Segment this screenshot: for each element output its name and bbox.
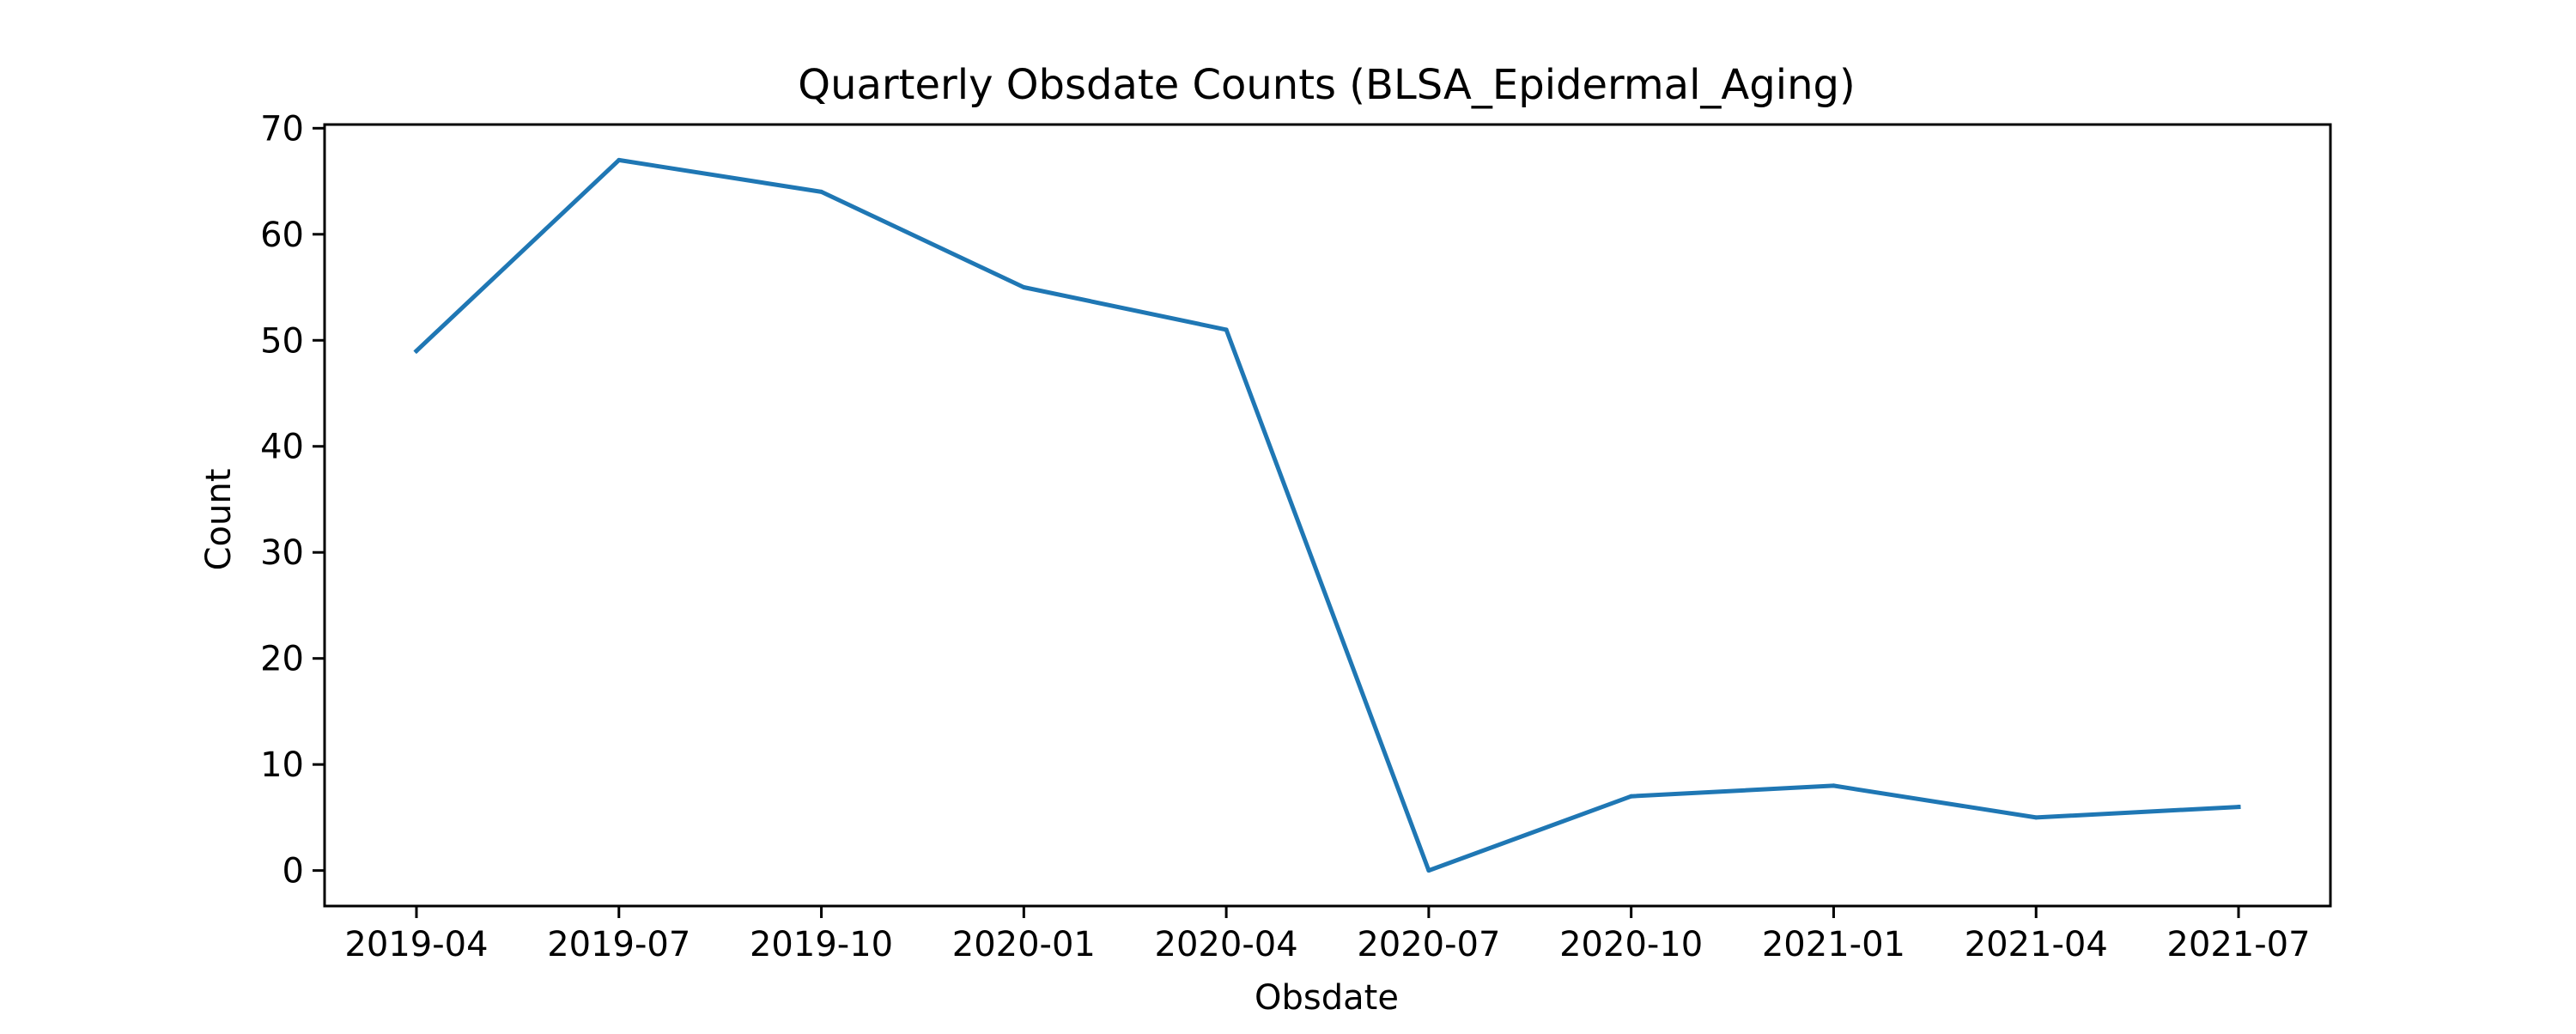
data-point [1224, 327, 1229, 332]
y-tick-label: 40 [260, 428, 304, 467]
y-tick-label: 60 [260, 216, 304, 255]
x-tick-label: 2020-10 [1559, 925, 1703, 964]
y-tick-label: 10 [260, 745, 304, 785]
x-tick-label: 2019-07 [547, 925, 690, 964]
y-tick-label: 20 [260, 640, 304, 679]
x-axis-label: Obsdate [1255, 978, 1399, 1018]
x-tick-label: 2019-10 [750, 925, 893, 964]
series-line [413, 157, 2241, 873]
data-point [2033, 815, 2038, 820]
series-layer [413, 157, 2241, 873]
y-axis-label: Count [199, 469, 239, 571]
data-point [617, 157, 622, 162]
data-point [819, 189, 824, 194]
x-tick-label: 2021-07 [2166, 925, 2310, 964]
y-tick-label: 30 [260, 533, 304, 573]
y-tick-label: 0 [283, 852, 304, 891]
x-tick-label: 2020-04 [1155, 925, 1298, 964]
data-point [1426, 868, 1431, 873]
plot-frame [323, 123, 2332, 908]
y-tick-label: 70 [260, 109, 304, 149]
x-tick-label: 2021-04 [1965, 925, 2108, 964]
x-tick-label: 2020-01 [952, 925, 1096, 964]
x-tick-label: 2019-04 [344, 925, 488, 964]
axis-ticks: 2019-04 2019-07 2019-10 2020-01 2020-04 2020-… [260, 109, 2310, 964]
data-point [2236, 805, 2241, 810]
data-point [414, 349, 419, 354]
data-point [1831, 783, 1836, 788]
chart-title: Quarterly Obsdate Counts (BLSA_Epidermal… [798, 61, 1855, 109]
data-point [1021, 285, 1026, 290]
data-point [1629, 794, 1634, 799]
x-tick-label: 2020-07 [1357, 925, 1500, 964]
x-tick-label: 2021-01 [1762, 925, 1905, 964]
y-tick-label: 50 [260, 321, 304, 361]
